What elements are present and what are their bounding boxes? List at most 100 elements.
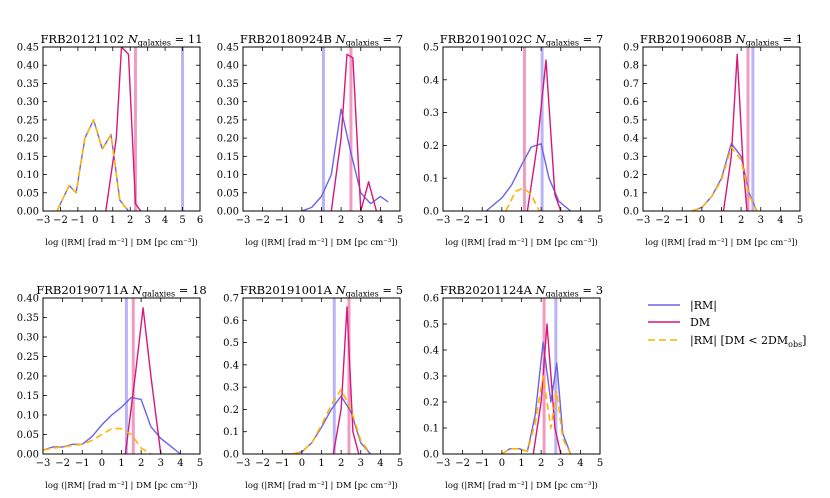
x-tick-label: 5 bbox=[179, 215, 185, 226]
y-tick-label: 0.15 bbox=[217, 152, 239, 163]
y-tick-label: 0.1 bbox=[423, 424, 439, 435]
y-tick-label: 0.3 bbox=[423, 108, 439, 119]
y-tick-label: 0.0 bbox=[423, 207, 439, 218]
panel-title-n-value: = 3 bbox=[579, 283, 603, 297]
y-tick-label: 0.5 bbox=[423, 320, 439, 331]
legend-label-rm-cut-sub: obs bbox=[788, 340, 802, 349]
panel-frb20201124a: −3 −2 −1 0 1 2 3 4 5 0.0 0.1 0.2 0.3 0.4 0.5 0.6FRB2020… bbox=[423, 283, 603, 491]
x-axis-label: log (|RM| [rad m⁻²] | DM [pc cm⁻³]) bbox=[45, 480, 198, 491]
y-tick-label: 0.0 bbox=[423, 450, 439, 461]
y-tick-label: 0.5 bbox=[223, 338, 239, 349]
panel-title-n-value: = 7 bbox=[379, 32, 403, 46]
data-layer bbox=[56, 47, 185, 211]
data-layer bbox=[691, 47, 758, 211]
x-tick-label: 1 bbox=[318, 458, 324, 469]
x-tick-label: −3 bbox=[236, 215, 251, 226]
x-tick-label: 1 bbox=[318, 215, 324, 226]
x-axis-label: log (|RM| [rad m⁻²] | DM [pc cm⁻³]) bbox=[245, 237, 398, 248]
y-tick-label: 0.20 bbox=[217, 134, 239, 145]
y-tick-label: 0.4 bbox=[623, 134, 639, 145]
x-tick-label: −1 bbox=[475, 458, 490, 469]
x-tick-label: 5 bbox=[797, 215, 803, 226]
panel-title-n: N bbox=[535, 283, 547, 297]
panel-title-prefix: FRB20201124A bbox=[440, 283, 536, 297]
axes-frame bbox=[442, 297, 601, 455]
y-tick-label: 0.45 bbox=[17, 43, 39, 54]
y-tick-label: 0.3 bbox=[223, 383, 239, 394]
y-tick-label: 0.35 bbox=[17, 313, 39, 324]
y-tick-label: 0.0 bbox=[623, 207, 639, 218]
panel-title-n-sub: galaxies bbox=[142, 290, 175, 299]
panel-title-n-sub: galaxies bbox=[346, 39, 379, 48]
panel-title: FRB20190711A Ngalaxies = 18 bbox=[36, 283, 206, 299]
x-tick-label: 1 bbox=[110, 215, 116, 226]
y-tick-label: 0.00 bbox=[17, 207, 39, 218]
x-tick-label: 0 bbox=[699, 215, 705, 226]
x-tick-label: −3 bbox=[36, 215, 51, 226]
series-rm_cut-line bbox=[501, 375, 572, 454]
x-tick-label: 5 bbox=[197, 458, 203, 469]
panel-title-n-value: = 7 bbox=[579, 32, 603, 46]
panel-title: FRB20191001A Ngalaxies = 5 bbox=[240, 283, 403, 299]
panel-frb20190102c: −3 −2 −1 0 1 2 3 4 5 0.0 0.1 0.2 0.3 0.4 0.5FRB2019010… bbox=[423, 32, 603, 248]
x-axis-label: log (|RM| [rad m⁻²] | DM [pc cm⁻³]) bbox=[445, 237, 598, 248]
series-rm_cut-line bbox=[282, 388, 372, 454]
x-tick-label: −3 bbox=[436, 215, 451, 226]
data-layer bbox=[301, 47, 389, 211]
x-tick-label: −1 bbox=[475, 215, 490, 226]
x-tick-label: −2 bbox=[455, 458, 470, 469]
x-tick-label: 6 bbox=[197, 215, 203, 226]
x-tick-label: −3 bbox=[236, 458, 251, 469]
y-tick-label: 0.00 bbox=[17, 450, 39, 461]
panel-title-prefix: FRB20190711A bbox=[36, 283, 132, 297]
x-tick-label: 4 bbox=[162, 215, 168, 226]
panel-title-n: N bbox=[535, 32, 547, 46]
panel-title: FRB20201124A Ngalaxies = 3 bbox=[440, 283, 603, 299]
x-tick-label: 5 bbox=[597, 215, 603, 226]
y-tick-label: 0.7 bbox=[623, 79, 639, 90]
data-layer bbox=[43, 298, 181, 454]
panel-title-n-sub: galaxies bbox=[546, 290, 579, 299]
panel-title-prefix: FRB20121102 bbox=[40, 32, 127, 46]
panel-title-n-value: = 11 bbox=[171, 32, 203, 46]
legend: |RM| DM |RM| [DM < 2DMobs] bbox=[648, 299, 806, 349]
x-tick-label: 1 bbox=[118, 458, 124, 469]
x-tick-label: −2 bbox=[455, 215, 470, 226]
x-tick-label: 1 bbox=[518, 458, 524, 469]
x-tick-label: 4 bbox=[377, 215, 383, 226]
x-tick-label: 0 bbox=[99, 458, 105, 469]
y-tick-label: 0.7 bbox=[223, 294, 239, 305]
series-rm_cut-line bbox=[691, 146, 758, 211]
legend-label-rm-cut-main: |RM| [DM < 2DM bbox=[690, 334, 788, 348]
panel-title-prefix: FRB20190102C bbox=[440, 32, 536, 46]
y-tick-label: 0.40 bbox=[17, 294, 39, 305]
legend-label-rm: |RM| bbox=[690, 299, 717, 313]
y-tick-label: 0.2 bbox=[623, 170, 639, 181]
series-rm-line bbox=[282, 395, 372, 454]
x-axis-label: log (|RM| [rad m⁻²] | DM [pc cm⁻³]) bbox=[445, 480, 598, 491]
panel-title-n-sub: galaxies bbox=[346, 290, 379, 299]
panel-frb20180924b: −3 −2 −1 0 1 2 3 4 5 0.00 0.05 0.10 0.15 0.20 0.25 0.30… bbox=[217, 32, 403, 248]
x-tick-label: 4 bbox=[577, 458, 583, 469]
x-tick-label: −1 bbox=[675, 215, 690, 226]
y-tick-label: 0.30 bbox=[17, 97, 39, 108]
series-rm-line bbox=[56, 119, 130, 211]
panel-title-n-sub: galaxies bbox=[546, 39, 579, 48]
x-tick-label: 2 bbox=[338, 215, 344, 226]
x-tick-label: −3 bbox=[436, 458, 451, 469]
x-tick-label: 2 bbox=[538, 215, 544, 226]
x-tick-label: 3 bbox=[558, 458, 564, 469]
y-tick-label: 0.1 bbox=[423, 174, 439, 185]
y-tick-label: 0.5 bbox=[623, 115, 639, 126]
y-tick-label: 0.4 bbox=[423, 346, 439, 357]
x-axis-label: log (|RM| [rad m⁻²] | DM [pc cm⁻³]) bbox=[245, 480, 398, 491]
series-rm_cut-line bbox=[505, 187, 540, 211]
x-tick-label: −2 bbox=[655, 215, 670, 226]
legend-label-rm-cut-tail: ] bbox=[802, 334, 806, 347]
x-tick-label: 1 bbox=[518, 215, 524, 226]
y-tick-label: 0.25 bbox=[217, 115, 239, 126]
y-tick-label: 0.6 bbox=[423, 294, 439, 305]
x-tick-label: 3 bbox=[758, 215, 764, 226]
y-tick-label: 0.1 bbox=[623, 188, 639, 199]
y-tick-label: 0.4 bbox=[223, 360, 239, 371]
